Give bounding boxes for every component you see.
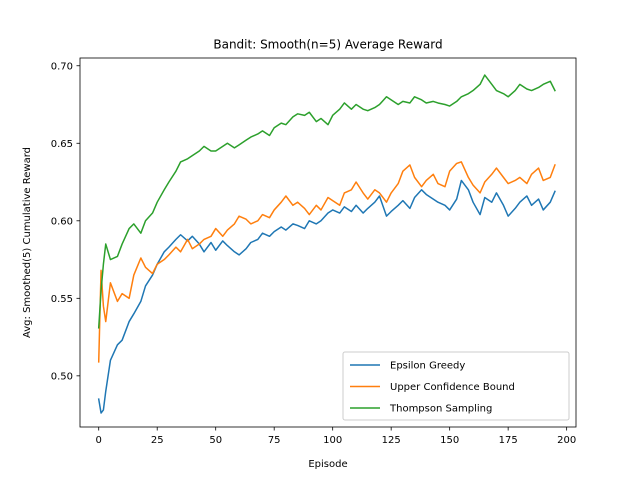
- chart-title: Bandit: Smooth(n=5) Average Reward: [213, 38, 442, 52]
- legend-items: Epsilon Greedy Upper Confidence Bound Thom…: [350, 361, 515, 415]
- axes-frame: [79, 57, 577, 428]
- x-axis-title: Episode: [308, 459, 347, 470]
- x-tick-label: 100: [323, 435, 342, 446]
- legend-label-0: Epsilon Greedy: [390, 361, 465, 372]
- series-line-2: [97, 74, 556, 329]
- series-line-1: [97, 161, 556, 363]
- legend-label-1: Upper Confidence Bound: [390, 382, 515, 393]
- y-tick-label: 0.65: [51, 139, 73, 150]
- y-tick-label: 0.70: [51, 61, 73, 72]
- y-tick-label: 0.60: [51, 216, 73, 227]
- x-tick-label: 200: [557, 435, 576, 446]
- x-tick-label: 150: [440, 435, 459, 446]
- x-axis: 0 25 50 75 100 125 150 175 200: [96, 427, 576, 446]
- series-line-0: [97, 179, 556, 414]
- x-tick-label: 75: [268, 435, 281, 446]
- x-tick-label: 50: [209, 435, 222, 446]
- x-tick-label: 25: [151, 435, 164, 446]
- y-tick-label: 0.55: [51, 294, 73, 305]
- legend: Epsilon Greedy Upper Confidence Bound Thom…: [342, 351, 570, 421]
- series-layer: [97, 74, 556, 414]
- legend-box: [342, 351, 570, 421]
- x-tick-label: 175: [499, 435, 518, 446]
- plot-area: [79, 57, 577, 428]
- y-tick-label: 0.50: [51, 371, 73, 382]
- x-tick-label: 0: [96, 435, 102, 446]
- y-axis: 0.50 0.55 0.60 0.65 0.70: [51, 61, 80, 382]
- y-axis-title: Avg: Smoothed(5) Cumulative Reward: [22, 147, 33, 338]
- x-tick-label: 125: [382, 435, 401, 446]
- legend-label-2: Thompson Sampling: [389, 404, 492, 415]
